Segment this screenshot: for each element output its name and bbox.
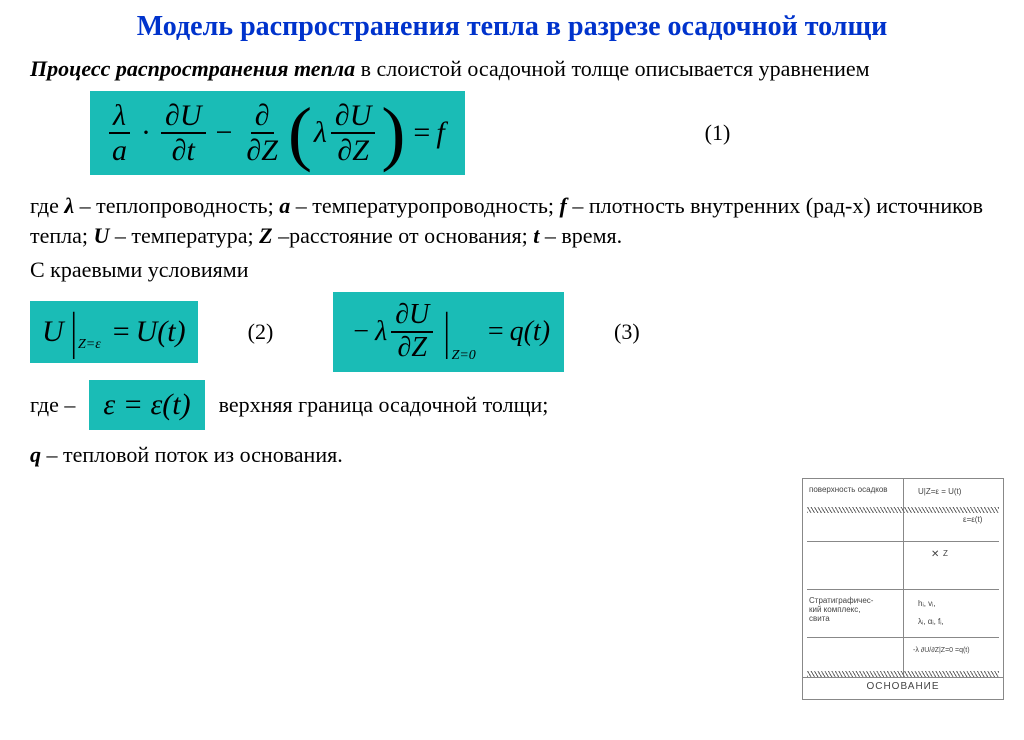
bar-icon: | — [442, 311, 451, 353]
hatch-top — [807, 507, 999, 513]
equations-2-3-row: U | Z=ε = U(t) (2) − λ ∂U ∂Z | Z=0 = q(t… — [30, 292, 994, 372]
diag-base-label: ОСНОВАНИЕ — [803, 681, 1003, 692]
where2-prefix: где – — [30, 392, 75, 418]
diag-bottom-right: -λ ∂U/∂Z|Z=0 =q(t) — [913, 647, 1001, 654]
eq1-inner-frac: ∂U ∂Z — [331, 99, 376, 167]
equation-2: U | Z=ε = U(t) — [30, 301, 198, 363]
eq1-frac-ddz: ∂ ∂Z — [242, 99, 282, 167]
eq2-number: (2) — [248, 319, 274, 345]
diag-x-mark: ✕ — [931, 549, 939, 560]
where2-rest: верхняя граница осадочной толщи; — [219, 392, 549, 418]
right-paren-icon: ) — [381, 101, 405, 166]
diag-params1: hᵢ, vᵢ, — [918, 599, 936, 608]
left-paren-icon: ( — [288, 101, 312, 166]
intro-text: в слоистой осадочной толще описывается у… — [355, 56, 869, 81]
eq3-frac: ∂U ∂Z — [391, 300, 433, 364]
diag-surface-label: поверхность осадков — [809, 485, 899, 494]
where-2-row: где – ε = ε(t) верхняя граница осадочной… — [30, 380, 994, 430]
intro-emphasis: Процесс распространения тепла — [30, 56, 355, 81]
boundary-conditions-label: С краевыми условиями — [30, 255, 994, 285]
equation-3: − λ ∂U ∂Z | Z=0 = q(t) — [333, 292, 564, 372]
page-title: Модель распространения тепла в разрезе о… — [30, 10, 994, 44]
equation-1: λ a · ∂U ∂t − ∂ ∂Z ( λ ∂U ∂Z ) = f — [90, 91, 465, 175]
where-paragraph-1: где λ – теплопроводность; a – температур… — [30, 191, 994, 250]
bar-icon: | — [69, 311, 78, 353]
eq3-number: (3) — [614, 319, 640, 345]
eq1-frac-dudt: ∂U ∂t — [161, 99, 206, 167]
diag-params2: λᵢ, αᵢ, fᵢ, — [918, 617, 944, 626]
where-3: q – тепловой поток из основания. — [30, 440, 994, 470]
diag-z-label: Z — [943, 549, 948, 558]
diag-top-right: U|Z=ε = U(t) — [918, 487, 961, 496]
equation-1-row: λ a · ∂U ∂t − ∂ ∂Z ( λ ∂U ∂Z ) = f (1) — [90, 91, 994, 175]
diag-strat-label: Стратиграфичес- кий комплекс, свита — [809, 597, 899, 623]
eq1-frac-lambda-a: λ a — [108, 99, 131, 167]
cross-section-diagram: поверхность осадков U|Z=ε = U(t) ε=ε(t) … — [802, 478, 1004, 700]
intro-paragraph: Процесс распространения тепла в слоистой… — [30, 54, 994, 84]
eq1-number: (1) — [705, 120, 731, 146]
diag-eps-right: ε=ε(t) — [963, 515, 982, 524]
eps-equation: ε = ε(t) — [89, 380, 204, 430]
